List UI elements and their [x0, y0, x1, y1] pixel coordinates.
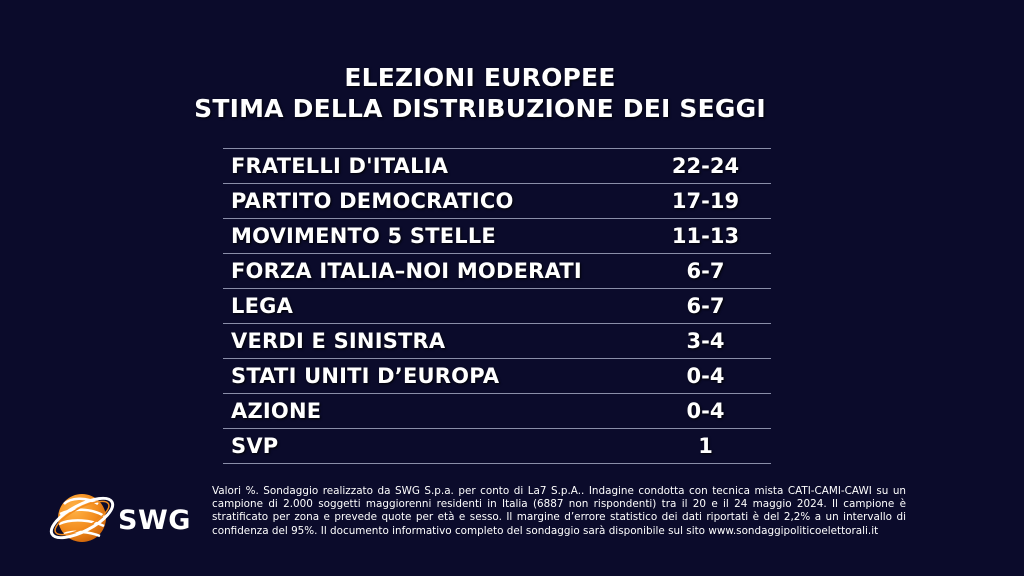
party-name: AZIONE: [231, 399, 322, 423]
party-name: FORZA ITALIA–NOI MODERATI: [231, 259, 582, 283]
swg-globe-icon: [49, 494, 115, 542]
party-name: FRATELLI D'ITALIA: [231, 154, 449, 178]
seat-range: 3-4: [686, 329, 725, 353]
logo-text: SWG: [118, 505, 191, 536]
party-name: PARTITO DEMOCRATICO: [231, 189, 514, 213]
seat-range: 17-19: [671, 189, 740, 213]
table-row: LEGA 6-7: [223, 288, 771, 323]
table-row: FORZA ITALIA–NOI MODERATI 6-7: [223, 253, 771, 288]
title-line-2: STIMA DELLA DISTRIBUZIONE DEI SEGGI: [194, 94, 766, 123]
table-row: FRATELLI D'ITALIA 22-24: [223, 148, 771, 183]
party-name: SVP: [231, 434, 279, 458]
methodology-note: Valori %. Sondaggio realizzato da SWG S.…: [212, 485, 906, 537]
table-row: MOVIMENTO 5 STELLE 11-13: [223, 218, 771, 253]
table-row: VERDI E SINISTRA 3-4: [223, 323, 771, 358]
seat-range: 22-24: [671, 154, 740, 178]
seat-range: 6-7: [686, 259, 725, 283]
seat-range: 0-4: [686, 364, 725, 388]
party-name: LEGA: [231, 294, 294, 318]
table-row: STATI UNITI D’EUROPA 0-4: [223, 358, 771, 393]
seat-range: 0-4: [686, 399, 725, 423]
seat-range: 11-13: [671, 224, 740, 248]
party-name: MOVIMENTO 5 STELLE: [231, 224, 496, 248]
party-name: STATI UNITI D’EUROPA: [231, 364, 500, 388]
swg-logo: [42, 486, 202, 546]
seat-range: 1: [698, 434, 713, 458]
party-name: VERDI E SINISTRA: [231, 329, 446, 353]
seat-range: 6-7: [686, 294, 725, 318]
table-row: PARTITO DEMOCRATICO 17-19: [223, 183, 771, 218]
table-row: SVP 1: [223, 428, 771, 464]
title-line-1: ELEZIONI EUROPEE: [344, 63, 616, 92]
page-title: ELEZIONI EUROPEE STIMA DELLA DISTRIBUZIO…: [0, 62, 960, 124]
table-row: AZIONE 0-4: [223, 393, 771, 428]
seats-table: FRATELLI D'ITALIA 22-24 PARTITO DEMOCRAT…: [223, 148, 771, 464]
